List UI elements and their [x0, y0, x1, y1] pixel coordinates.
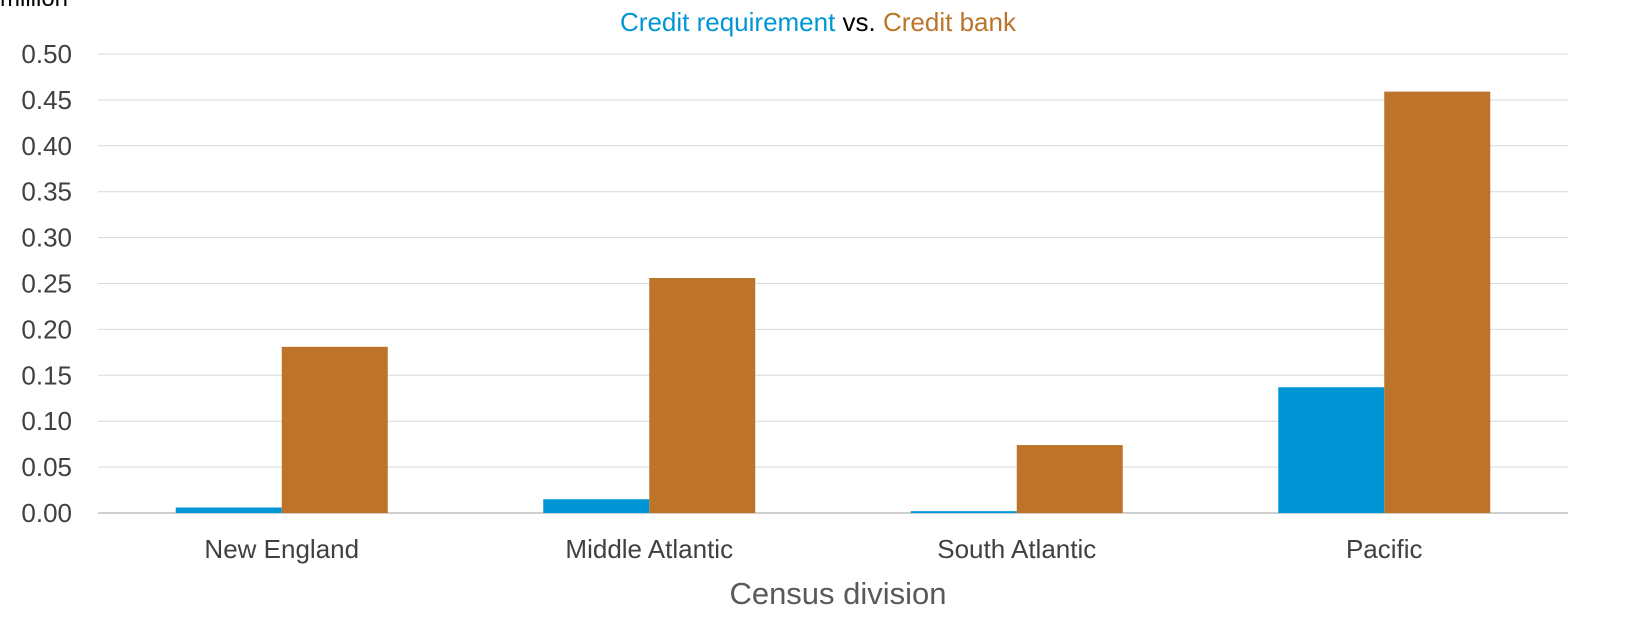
bar-credit-bank: [1016, 445, 1123, 513]
chart-title: Credit requirement vs. Credit bank: [620, 7, 1017, 37]
y-tick-label: 0.35: [21, 177, 72, 207]
x-axis-ticks: New England Middle Atlantic South Atlantic…: [204, 534, 1422, 564]
y-tick-label: 0.20: [21, 314, 72, 344]
bar-credit-requirement: [175, 507, 282, 513]
bar-credit-requirement: [1278, 387, 1385, 513]
y-tick-label: 0.40: [21, 131, 72, 161]
x-axis-title: Census division: [729, 576, 946, 611]
x-tick-label: New England: [204, 534, 359, 564]
y-tick-label: 0.10: [21, 406, 72, 436]
x-tick-label: South Atlantic: [937, 534, 1096, 564]
y-tick-label: 0.30: [21, 223, 72, 253]
y-tick-label: 0.45: [21, 85, 72, 115]
x-tick-label: Middle Atlantic: [565, 534, 733, 564]
y-unit-label: million: [0, 0, 68, 12]
bar-credit-requirement: [543, 499, 650, 513]
y-tick-label: 0.25: [21, 269, 72, 299]
title-part: vs.: [835, 7, 883, 37]
bar-credit-requirement: [910, 511, 1017, 513]
bar-credit-bank: [649, 277, 756, 513]
bar-credit-bank: [281, 346, 388, 513]
bars: [175, 91, 1491, 513]
title-part: Credit bank: [883, 7, 1017, 37]
y-tick-label: 0.50: [21, 39, 72, 69]
x-tick-label: Pacific: [1346, 534, 1423, 564]
y-tick-label: 0.00: [21, 498, 72, 528]
y-axis-ticks: 0.00 0.05 0.10 0.15 0.20 0.25 0.30 0.35 0.40 0.45…: [21, 39, 72, 528]
title-part: Credit requirement: [620, 7, 836, 37]
y-tick-label: 0.15: [21, 360, 72, 390]
y-tick-label: 0.05: [21, 452, 72, 482]
bar-credit-bank: [1384, 91, 1491, 513]
